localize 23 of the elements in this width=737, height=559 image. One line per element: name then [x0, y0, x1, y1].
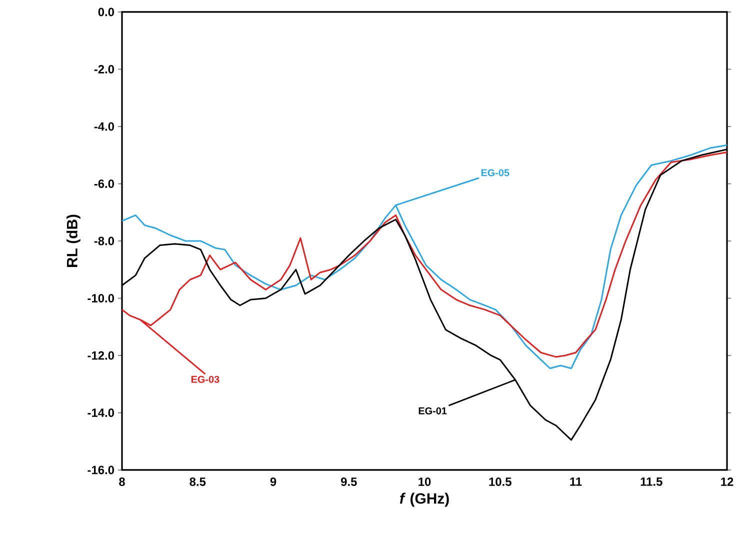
y-tick-label: -16.0 — [88, 466, 114, 474]
x-tick-label: 9 — [270, 478, 276, 486]
x-tick-label: 9.5 — [340, 478, 357, 486]
y-tick-label: -2.0 — [94, 65, 114, 74]
text: EG-03 — [191, 376, 220, 383]
y-tick-label: -4.0 — [94, 122, 114, 131]
y-tick-label: -10.0 — [88, 294, 114, 302]
y-tick-label: -12.0 — [88, 351, 114, 360]
y-tick-label: -8.0 — [94, 236, 114, 246]
x-tick-label: 10.5 — [489, 478, 512, 486]
text: EG-05 — [481, 169, 510, 176]
x-tick-label: 10 — [418, 478, 431, 486]
y-tick-label: -6.0 — [94, 180, 114, 188]
x-axis-title: f (GHz) — [400, 492, 449, 507]
text: EG-01 — [418, 407, 447, 414]
x-tick-label: 12 — [721, 478, 734, 486]
y-tick-label: -14.0 — [88, 408, 114, 417]
y-tick-label: 0.0 — [98, 8, 114, 16]
x-tick-label: 11 — [570, 478, 582, 486]
y-axis-title: RL (dB) — [66, 214, 80, 267]
x-tick-label: 11.5 — [640, 478, 662, 486]
x-tick-label: 8 — [119, 478, 125, 486]
x-tick-label: 8.5 — [190, 478, 206, 486]
